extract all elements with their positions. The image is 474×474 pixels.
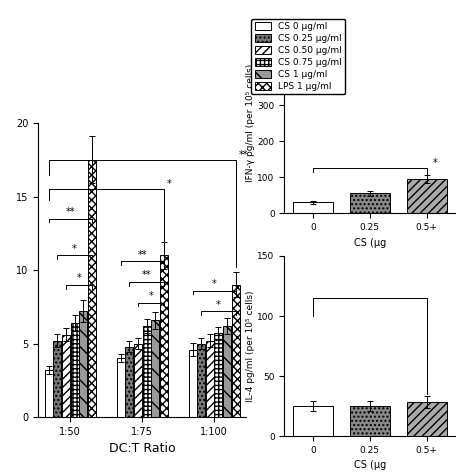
Bar <box>350 193 390 213</box>
Bar <box>189 349 197 417</box>
Bar <box>62 335 70 417</box>
Text: *: * <box>72 244 77 254</box>
Bar <box>53 341 61 417</box>
Bar <box>143 326 151 417</box>
Legend: CS 0 μg/ml, CS 0.25 μg/ml, CS 0.50 μg/ml, CS 0.75 μg/ml, CS 1 μg/ml, LPS 1 μg/ml: CS 0 μg/ml, CS 0.25 μg/ml, CS 0.50 μg/ml… <box>251 19 346 94</box>
Text: **: ** <box>142 271 151 281</box>
Bar <box>206 341 214 417</box>
Bar <box>160 255 168 417</box>
Text: *: * <box>212 279 217 289</box>
Bar <box>407 179 447 213</box>
Text: **: ** <box>137 250 147 260</box>
X-axis label: DC:T Ratio: DC:T Ratio <box>109 442 175 456</box>
Bar <box>79 311 87 417</box>
Text: **: ** <box>238 150 248 160</box>
Bar <box>45 370 53 417</box>
Bar <box>223 326 231 417</box>
Bar <box>134 344 142 417</box>
Bar <box>350 406 390 436</box>
Bar <box>88 160 96 417</box>
Bar <box>214 333 222 417</box>
Text: B: B <box>280 19 292 34</box>
Bar <box>407 402 447 436</box>
Text: *: * <box>432 158 437 168</box>
Bar <box>117 358 125 417</box>
X-axis label: CS (μg: CS (μg <box>354 460 386 470</box>
Bar <box>125 346 133 417</box>
Text: *: * <box>216 300 221 310</box>
Text: *: * <box>76 273 81 283</box>
Y-axis label: IL-4 pg/ml (per 10⁵ cells): IL-4 pg/ml (per 10⁵ cells) <box>246 290 255 402</box>
X-axis label: CS (μg: CS (μg <box>354 237 386 247</box>
Bar <box>71 323 79 417</box>
Text: *: * <box>167 179 172 190</box>
Y-axis label: IFN-γ pg/ml (per 10⁵ cells): IFN-γ pg/ml (per 10⁵ cells) <box>246 64 255 182</box>
Text: **: ** <box>65 207 75 217</box>
Text: *: * <box>148 291 153 301</box>
Bar <box>197 344 205 417</box>
Bar <box>293 406 333 436</box>
Bar <box>151 320 159 417</box>
Bar <box>232 285 240 417</box>
Bar <box>293 202 333 213</box>
